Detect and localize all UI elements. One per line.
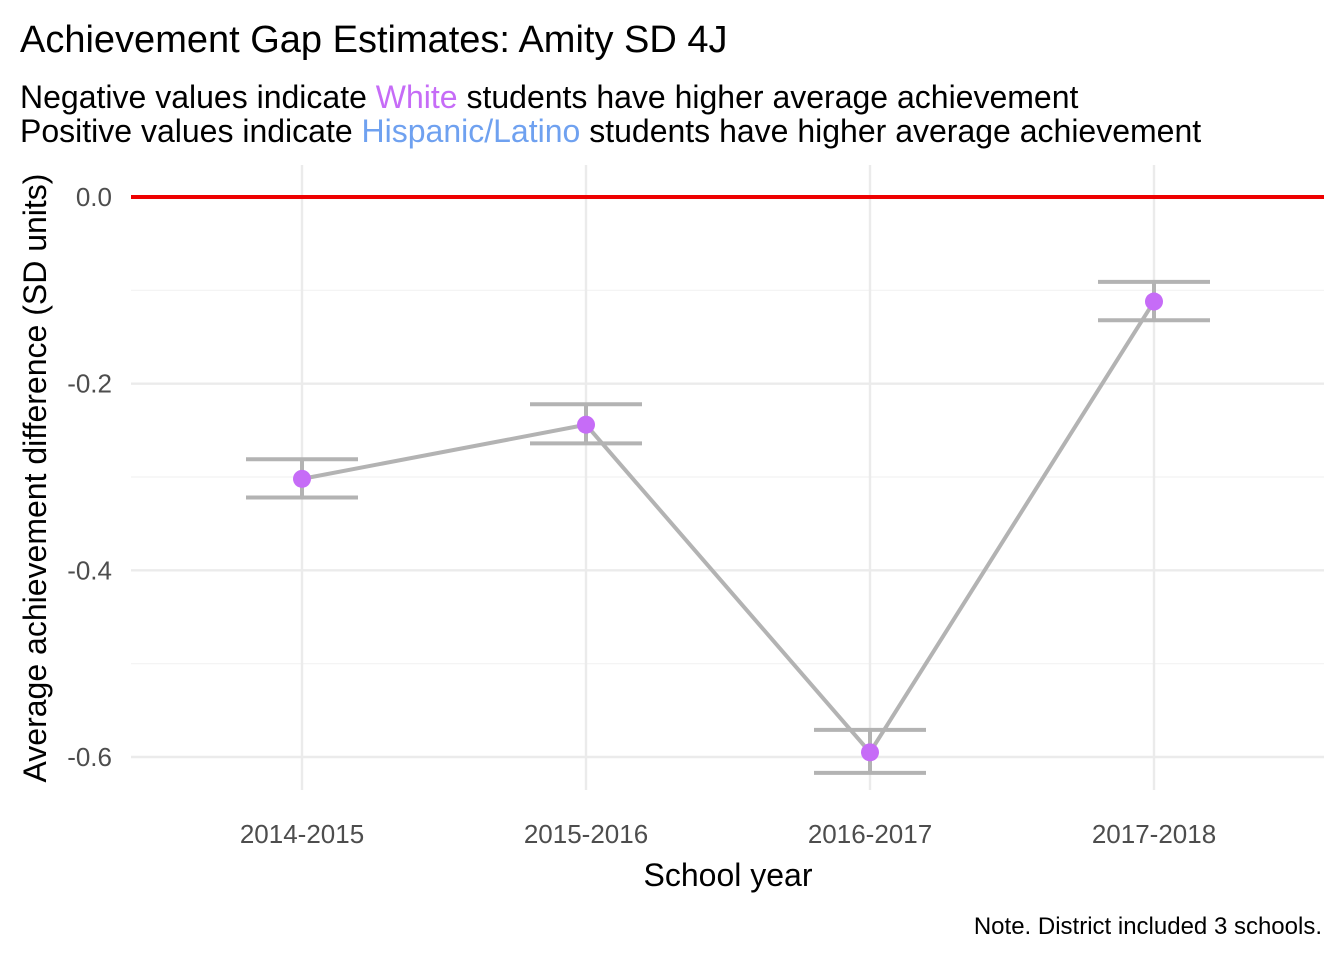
data-point: [577, 415, 595, 434]
plot-area: 0.0 -0.2 -0.4 -0.6 2014-2015 2015-2016 2016-20…: [67, 165, 1324, 849]
caption-note: Note. District included 3 schools.: [974, 913, 1322, 940]
series-line: [301, 300, 1156, 755]
subtitle-line-1-prefix: Negative values indicate: [20, 79, 376, 115]
y-axis-title: Average achievement difference (SD units…: [17, 174, 53, 783]
subtitle-line-1: Negative values indicate White students …: [20, 79, 1079, 115]
y-tick-label: -0.4: [67, 555, 112, 585]
x-axis-title: School year: [644, 857, 813, 893]
data-point: [861, 743, 879, 762]
x-tick-label: 2017-2018: [1092, 819, 1216, 849]
x-tick-label: 2016-2017: [808, 819, 932, 849]
x-tick-label: 2014-2015: [240, 819, 364, 849]
x-tick-label: 2015-2016: [524, 819, 648, 849]
chart-title: Achievement Gap Estimates: Amity SD 4J: [20, 19, 728, 61]
subtitle-line-2-prefix: Positive values indicate: [20, 113, 362, 149]
data-point: [1145, 292, 1163, 311]
y-tick-label: -0.6: [67, 742, 112, 772]
subtitle-line-2-suffix: students have higher average achievement: [580, 113, 1201, 149]
y-tick-label: 0.0: [76, 182, 112, 212]
subtitle-line-2: Positive values indicate Hispanic/Latino…: [20, 113, 1201, 149]
subtitle-line-1-suffix: students have higher average achievement: [458, 79, 1079, 115]
subtitle-hispanic-highlight: Hispanic/Latino: [362, 113, 581, 149]
data-point: [293, 469, 311, 488]
subtitle-white-highlight: White: [376, 79, 458, 115]
y-tick-label: -0.2: [67, 369, 112, 399]
